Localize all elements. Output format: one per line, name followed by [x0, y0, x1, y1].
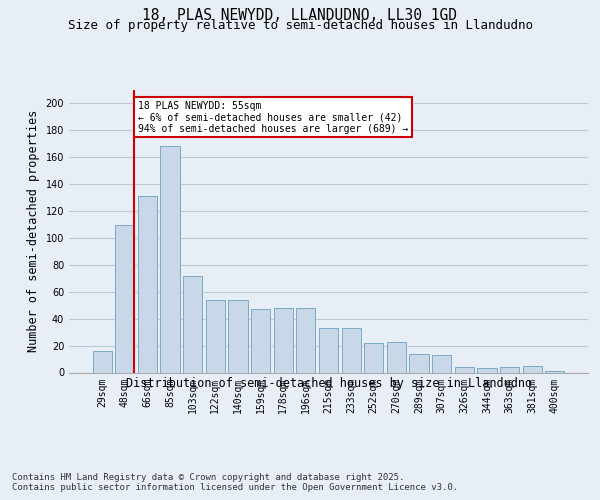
Bar — [387, 342, 406, 372]
Text: 18 PLAS NEWYDD: 55sqm
← 6% of semi-detached houses are smaller (42)
94% of semi-: 18 PLAS NEWYDD: 55sqm ← 6% of semi-detac… — [138, 101, 408, 134]
Bar — [296, 308, 316, 372]
Text: Distribution of semi-detached houses by size in Llandudno: Distribution of semi-detached houses by … — [126, 378, 532, 390]
Y-axis label: Number of semi-detached properties: Number of semi-detached properties — [27, 110, 40, 352]
Bar — [251, 310, 270, 372]
Text: Size of property relative to semi-detached houses in Llandudno: Size of property relative to semi-detach… — [67, 19, 533, 32]
Bar — [432, 355, 451, 372]
Bar — [160, 146, 180, 372]
Text: Contains HM Land Registry data © Crown copyright and database right 2025.
Contai: Contains HM Land Registry data © Crown c… — [12, 472, 458, 492]
Bar — [409, 354, 428, 372]
Bar — [341, 328, 361, 372]
Bar — [500, 367, 519, 372]
Bar — [206, 300, 225, 372]
Bar — [115, 224, 134, 372]
Bar — [523, 366, 542, 372]
Bar — [229, 300, 248, 372]
Bar — [477, 368, 497, 372]
Bar — [274, 308, 293, 372]
Text: 18, PLAS NEWYDD, LLANDUDNO, LL30 1GD: 18, PLAS NEWYDD, LLANDUDNO, LL30 1GD — [143, 8, 458, 22]
Bar — [545, 371, 565, 372]
Bar — [92, 351, 112, 372]
Bar — [455, 367, 474, 372]
Bar — [183, 276, 202, 372]
Bar — [319, 328, 338, 372]
Bar — [138, 196, 157, 372]
Bar — [364, 343, 383, 372]
